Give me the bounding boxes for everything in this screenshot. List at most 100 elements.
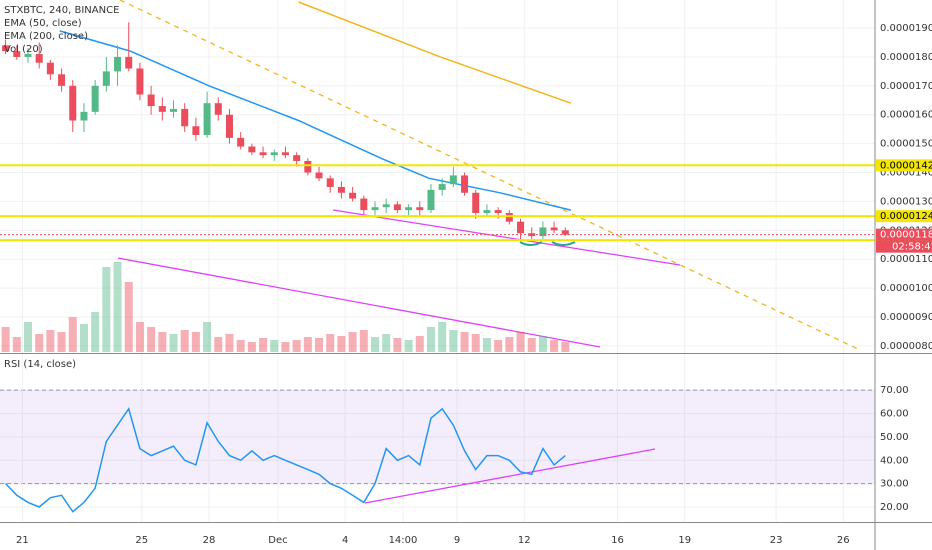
y-tick-label: 20.00 [880, 502, 909, 513]
last-price-label-box [876, 228, 932, 241]
candle-body [382, 204, 390, 208]
volume-bar [12, 337, 21, 352]
candle-body [393, 204, 401, 211]
volume-bar [303, 337, 312, 352]
volume-bar [494, 340, 503, 352]
candle-body [281, 152, 289, 156]
y-tick-label: 40.00 [880, 455, 909, 466]
volume-bar [538, 336, 547, 352]
candle-body [293, 155, 301, 161]
volume-bar [561, 342, 570, 352]
volume-bar [449, 330, 458, 352]
candle-body [136, 68, 144, 95]
candle-body [225, 114, 233, 138]
candle-body [461, 175, 469, 193]
candle-body [24, 54, 32, 57]
volume-bar [79, 324, 88, 352]
volume-bar [438, 322, 447, 352]
ema-line [59, 30, 572, 211]
volume-bar [270, 340, 279, 352]
y-tick-label: 30.00 [880, 479, 909, 490]
trend-line [117, 257, 601, 348]
candle-body [125, 56, 133, 69]
x-tick-label: Dec [268, 535, 287, 546]
candle-body [505, 212, 513, 222]
candle-body [416, 207, 424, 211]
volume-bar [326, 334, 335, 352]
volume-bar [35, 334, 44, 352]
level-label: 0.00001425 [880, 160, 932, 171]
x-tick-label: 23 [770, 535, 783, 546]
candle-body [58, 74, 66, 86]
volume-bar [113, 262, 122, 352]
candle-body [528, 233, 536, 237]
volume-bar [415, 336, 424, 352]
volume-bar [482, 338, 491, 352]
candle-body [517, 221, 525, 234]
volume-bar [23, 322, 32, 352]
trend-line [364, 448, 656, 504]
candle-body [170, 108, 178, 112]
ema-line [298, 1, 572, 104]
volume-bar [527, 338, 536, 352]
candle-body [91, 85, 99, 112]
candle-body [69, 85, 77, 121]
last-price-label: 0.00001185 [880, 230, 932, 241]
candle-body [483, 210, 491, 213]
x-tick-label: 4 [342, 535, 348, 546]
x-tick-label: 16 [611, 535, 624, 546]
candle-body [539, 227, 547, 237]
candle-body [13, 51, 21, 57]
candle-body [449, 175, 457, 185]
rsi-title: RSI (14, close) [4, 359, 76, 370]
candle-body [360, 198, 368, 211]
candle-body [371, 207, 379, 211]
level-label-box [876, 159, 932, 172]
volume-bar [404, 340, 413, 352]
volume-bar [315, 338, 324, 352]
symbol-title: STXBTC, 240, BINANCE [4, 5, 119, 16]
level-label-box [876, 210, 932, 223]
volume-bar [225, 334, 234, 352]
candle-body [237, 137, 245, 147]
volume-bar [505, 337, 514, 352]
candle-body [259, 152, 267, 156]
candle-body [214, 103, 222, 115]
candle-body [102, 71, 110, 86]
x-tick-label: 25 [135, 535, 148, 546]
candle-body [147, 94, 155, 107]
trend-line [119, 0, 861, 351]
x-tick-label: 26 [837, 535, 850, 546]
volume-bar [348, 332, 357, 352]
candle-body [270, 152, 278, 156]
volume-bar [147, 327, 156, 352]
candle-body [192, 126, 200, 135]
volume-bar [102, 267, 111, 352]
legend-entry: EMA (200, close) [4, 31, 88, 42]
candle-body [337, 186, 345, 193]
volume-bar [337, 336, 346, 352]
x-tick-label: 28 [203, 535, 216, 546]
volume-bar [214, 337, 223, 352]
legend-entry: EMA (50, close) [4, 18, 82, 29]
volume-bar [292, 340, 301, 352]
volume-bar [124, 282, 133, 352]
candle-body [2, 45, 10, 52]
candle-body [80, 111, 88, 121]
rsi-line [5, 407, 566, 513]
volume-bar [68, 317, 77, 352]
candle-body [561, 230, 569, 235]
candle-body [304, 160, 312, 173]
candle-body [114, 56, 122, 72]
volume-bar [236, 340, 245, 352]
